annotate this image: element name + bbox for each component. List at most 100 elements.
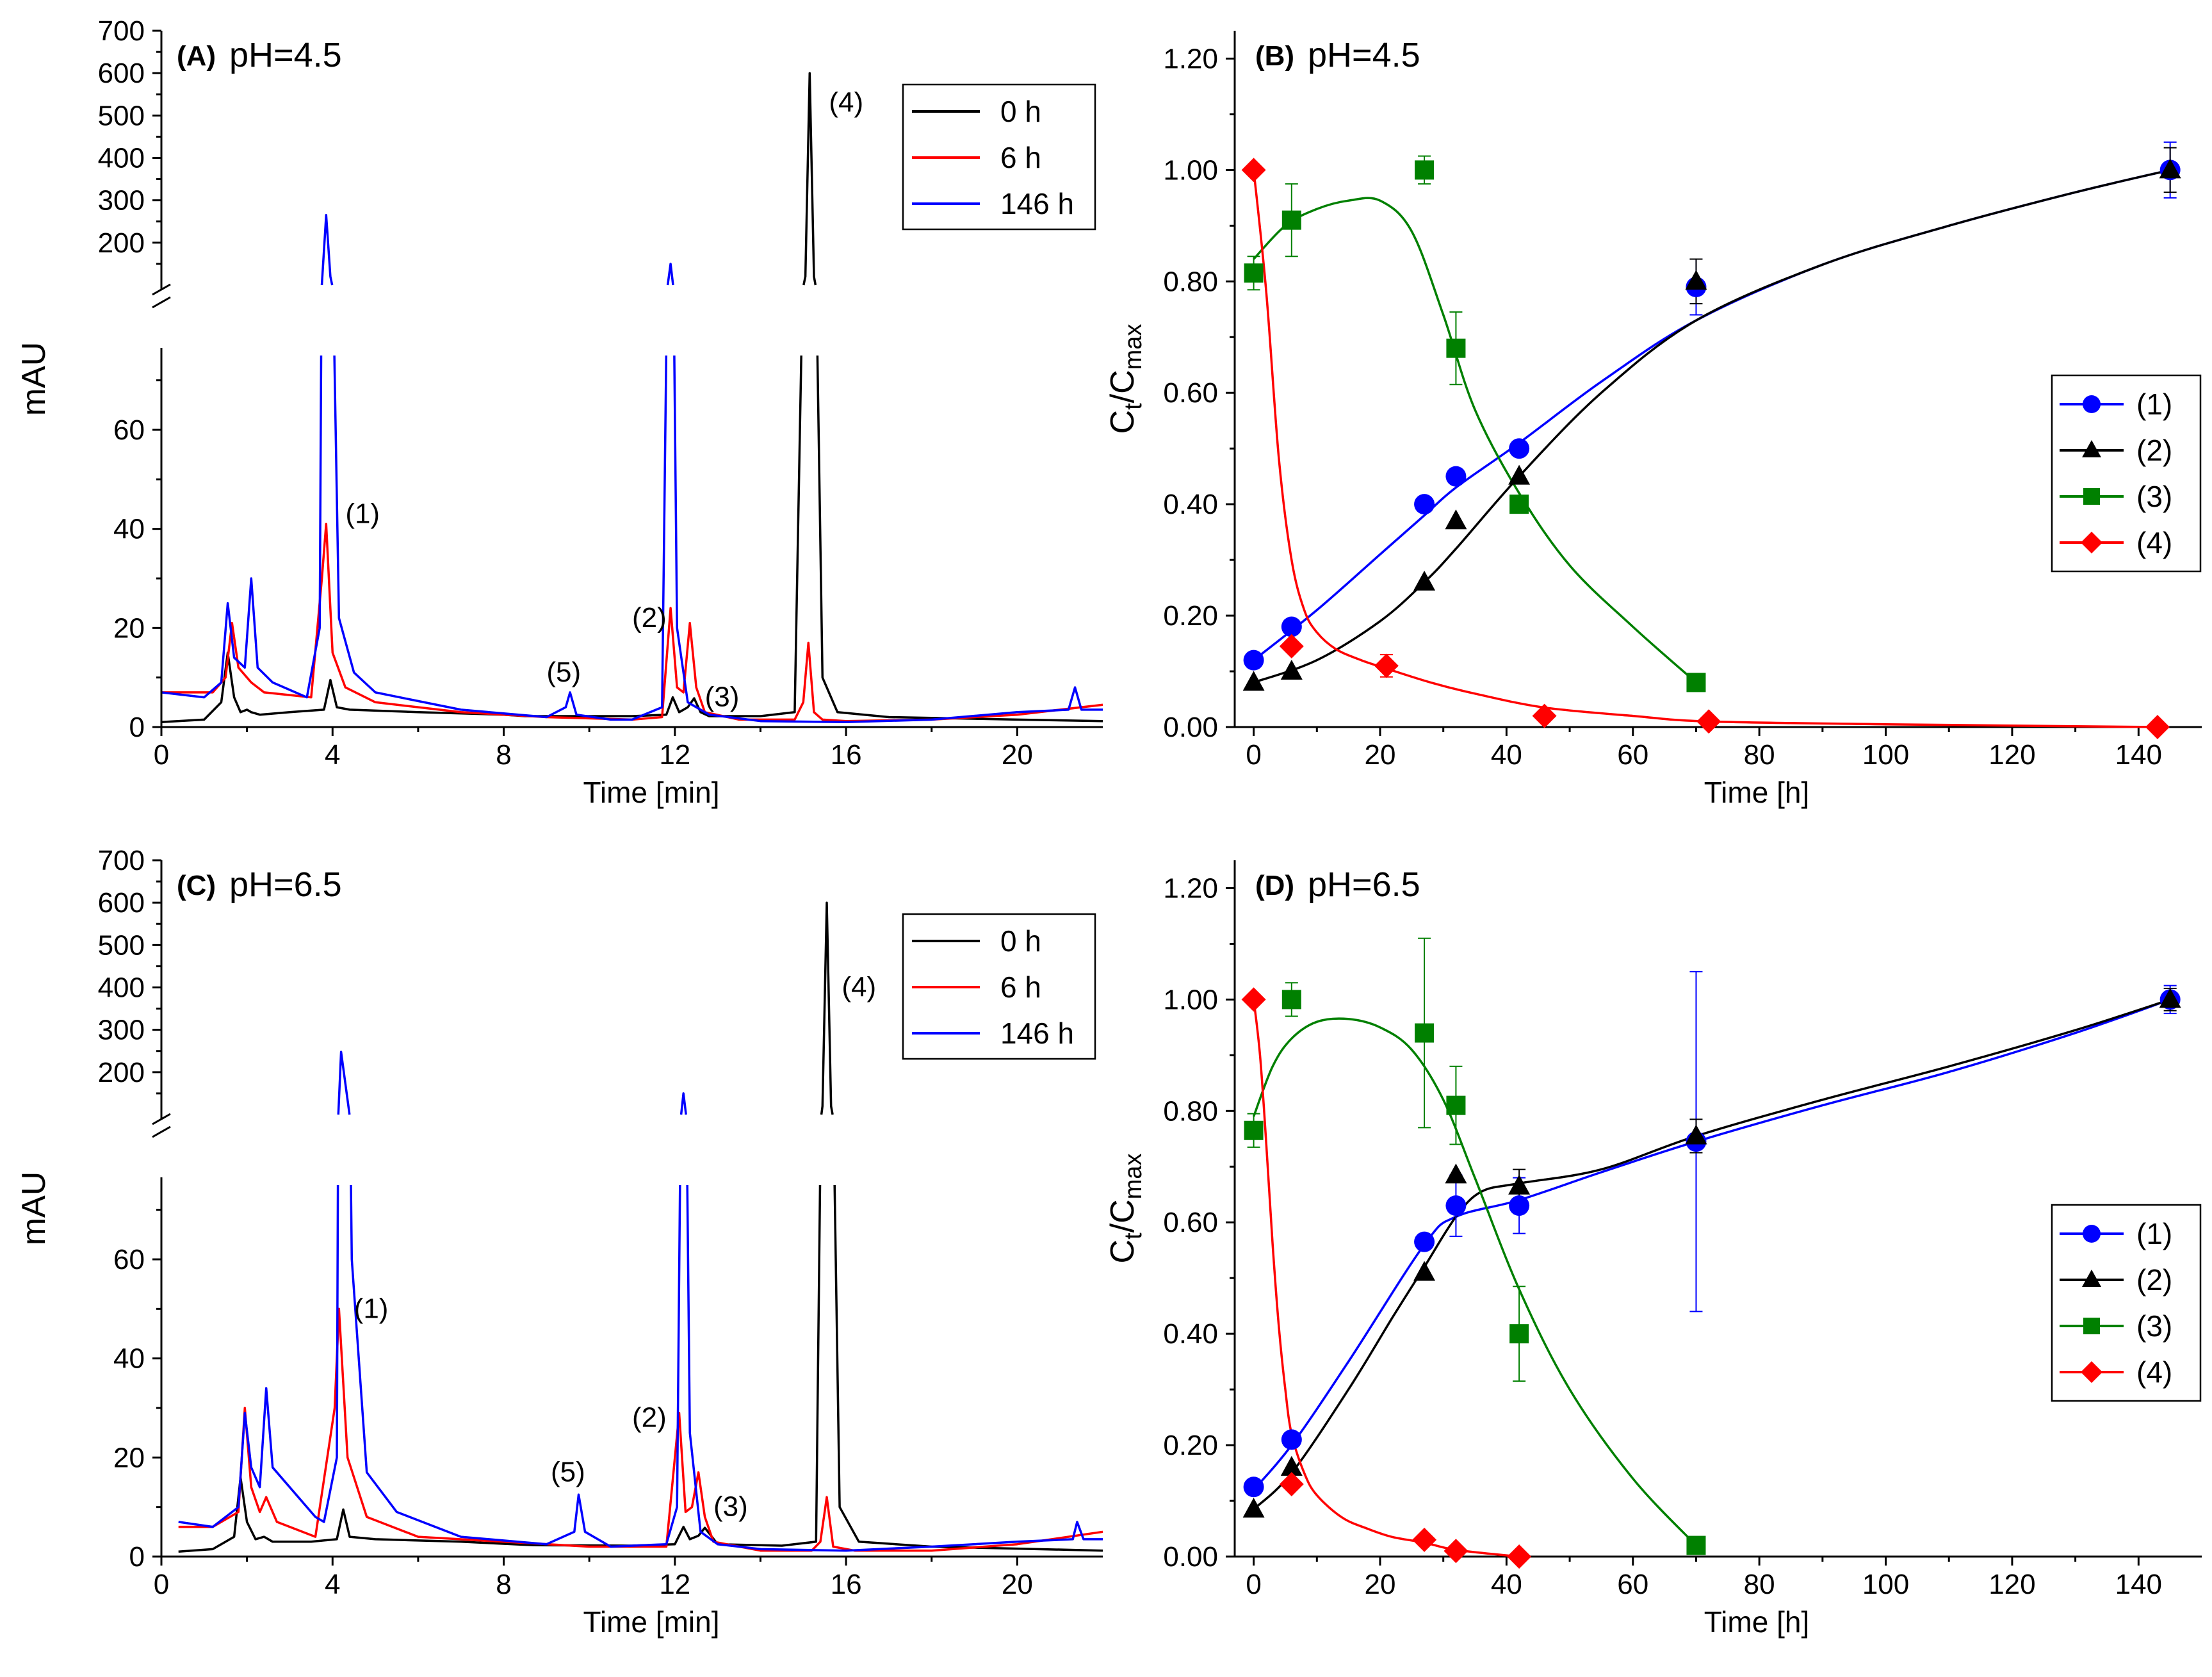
y-tick-label-C: 600 [98, 887, 145, 919]
x-axis-title-B: Time [h] [1704, 776, 1809, 809]
y-tick-label-B: 0.20 [1163, 600, 1218, 632]
data-point-D-4 [1241, 987, 1266, 1012]
data-point-D-3 [1281, 990, 1301, 1010]
series-line-A-1 [161, 72, 1103, 724]
y-axis-title-D: Ct/Cmax [1104, 1154, 1147, 1264]
y-tick-label-C: 400 [98, 972, 145, 1004]
fit-curve-B-1 [1253, 168, 2171, 661]
y-tick-label-D: 0.20 [1163, 1430, 1218, 1461]
legend-box-D [2051, 1204, 2202, 1402]
data-point-B-2 [1445, 509, 1467, 530]
data-point-D-4 [1279, 1471, 1304, 1496]
legend-marker-B [2083, 395, 2101, 413]
axis-break-mark-A [152, 296, 171, 309]
x-tick-label-B: 140 [2115, 739, 2162, 771]
data-point-D-2 [1413, 1261, 1436, 1281]
y-tick-label-D: 0.00 [1163, 1541, 1218, 1573]
x-tick-label-C: 4 [325, 1569, 340, 1600]
y-tick-label-A: 200 [98, 227, 145, 259]
data-point-D-1 [1509, 1195, 1530, 1216]
data-point-B-1 [1414, 494, 1435, 515]
y-tick-label-C: 40 [113, 1343, 145, 1375]
legend-label-B: (3) [2136, 480, 2172, 513]
data-point-D-3 [1509, 1324, 1529, 1344]
x-axis-title-C: Time [min] [583, 1605, 720, 1639]
y-tick-label-A: 40 [113, 514, 145, 545]
legend-C: 0 h 6 h 146 h [902, 913, 1096, 1060]
y-tick-label-C: 200 [98, 1057, 145, 1088]
panel-tag-D: (D) [1255, 870, 1294, 901]
peak-label-C: (2) [632, 1402, 667, 1433]
data-point-B-2 [1508, 464, 1531, 485]
data-point-B-3 [1415, 160, 1435, 180]
x-tick-label-C: 12 [659, 1569, 690, 1600]
panel-tag-A: (A) [177, 40, 216, 72]
peak-label-A: (4) [829, 86, 863, 118]
data-point-D-3 [1415, 1023, 1435, 1043]
y-tick-label-B: 1.20 [1163, 43, 1218, 74]
data-point-B-1 [1445, 466, 1467, 487]
y-axis-title-B: Ct/Cmax [1104, 324, 1147, 434]
series-line-A-2 [161, 523, 1103, 723]
y-tick-label-A: 20 [113, 612, 145, 644]
x-tick-label-D: 60 [1617, 1569, 1648, 1600]
data-point-D-2 [2159, 988, 2181, 1008]
panel-subtitle-C: pH=6.5 [229, 865, 342, 904]
data-point-D-2 [1508, 1174, 1531, 1195]
x-tick-label-C: 8 [496, 1569, 511, 1600]
x-tick-label-C: 16 [831, 1569, 862, 1600]
data-point-D-4 [1507, 1544, 1532, 1569]
y-tick-label-D: 1.00 [1163, 984, 1218, 1015]
legend-marker-D [2081, 1361, 2102, 1383]
y-tick-label-C: 0 [129, 1541, 145, 1573]
y-tick-label-B: 0.80 [1163, 266, 1218, 297]
data-point-B-1 [1243, 650, 1264, 671]
peak-label-A: (3) [705, 682, 740, 713]
x-tick-label-D: 40 [1491, 1569, 1522, 1600]
legend-marker-D [2083, 1225, 2101, 1243]
fit-curve-B-3 [1253, 197, 1697, 683]
x-tick-label-D: 120 [1988, 1569, 2035, 1600]
data-point-D-2 [1280, 1455, 1303, 1476]
x-tick-label-A: 16 [831, 739, 862, 771]
fit-curve-B-4 [1252, 170, 2158, 728]
data-point-B-4 [1279, 634, 1304, 659]
peak-label-A: (1) [345, 498, 380, 529]
y-tick-label-B: 0.00 [1163, 712, 1218, 743]
data-point-D-3 [1244, 1120, 1264, 1140]
data-point-D-2 [1445, 1163, 1467, 1184]
data-point-B-3 [1446, 338, 1466, 358]
legend-label-C: 0 h [1000, 924, 1041, 958]
legend-marker-D [2082, 1270, 2101, 1287]
legend-D: (1) (2) (3) (4) [2051, 1204, 2202, 1402]
y-axis-title-C: mAU [15, 1172, 53, 1246]
x-tick-label-D: 0 [1246, 1569, 1261, 1600]
data-point-B-3 [1281, 210, 1301, 230]
y-tick-label-C: 700 [98, 845, 145, 876]
x-tick-label-A: 8 [496, 739, 511, 771]
data-point-D-1 [1243, 1477, 1264, 1498]
data-point-B-2 [1242, 671, 1265, 691]
x-tick-label-D: 140 [2115, 1569, 2162, 1600]
data-point-D-1 [1445, 1195, 1467, 1216]
legend-B: (1) (2) (3) (4) [2051, 374, 2202, 573]
y-tick-label-C: 300 [98, 1015, 145, 1046]
legend-label-B: (2) [2136, 434, 2172, 467]
x-axis-title-D: Time [h] [1704, 1605, 1809, 1639]
legend-label-C: 146 h [1000, 1017, 1074, 1050]
data-point-B-1 [1509, 438, 1530, 459]
peak-label-A: (5) [546, 657, 581, 688]
x-tick-label-D: 100 [1862, 1569, 1909, 1600]
x-tick-label-D: 80 [1744, 1569, 1775, 1600]
legend-marker-B [2083, 488, 2100, 505]
data-point-B-4 [1374, 653, 1399, 678]
axis-break-mark-A [152, 283, 171, 296]
y-tick-label-A: 300 [98, 185, 145, 217]
legend-label-B: (4) [2136, 526, 2172, 559]
x-tick-label-B: 20 [1365, 739, 1396, 771]
data-point-B-2 [1413, 570, 1436, 591]
legend-label-A: 146 h [1000, 187, 1074, 220]
panel-subtitle-B: pH=4.5 [1308, 36, 1420, 74]
y-tick-label-C: 500 [98, 929, 145, 961]
panel-D: 0 20 40 60 80 100 120 140 0.00 0.20 0.40 0.60 0.80 1.… [1104, 860, 2202, 1639]
